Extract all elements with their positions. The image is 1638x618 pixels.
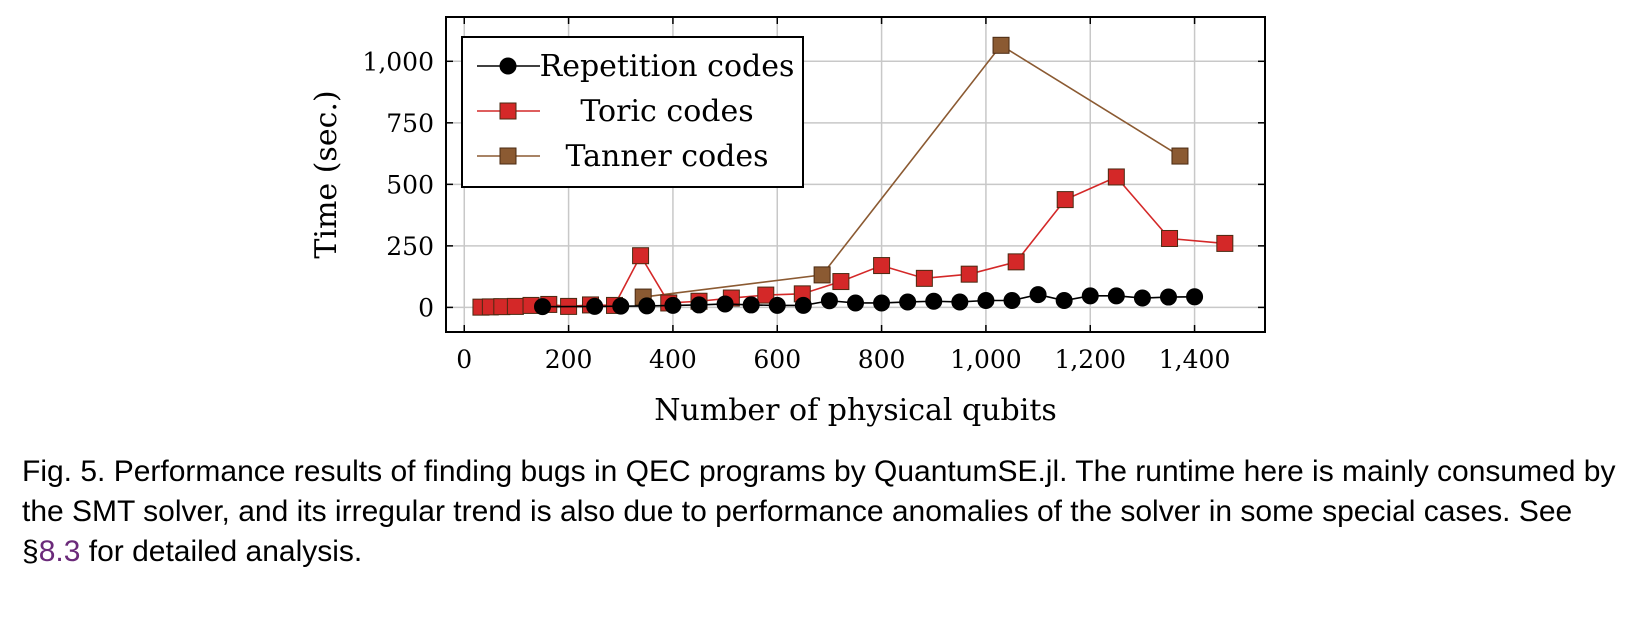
data-point (832, 273, 850, 291)
y-tick-label: 500 (386, 170, 434, 199)
data-point (873, 257, 891, 275)
axis-ticks (446, 17, 1265, 332)
y-tick-label: 250 (386, 232, 434, 261)
data-point (586, 297, 604, 315)
data-point (1081, 287, 1099, 305)
caption-text-end: for detailed analysis. (80, 535, 363, 568)
y-axis-title: Time (sec.) (309, 90, 344, 258)
x-tick-label: 1,400 (1159, 345, 1231, 374)
legend-box (461, 36, 804, 188)
x-tick-label: 400 (649, 345, 697, 374)
series-layer (472, 36, 1234, 316)
data-point (820, 292, 838, 310)
series-tanner-codes (634, 36, 1189, 306)
tick-labels: 0 200 400 600 800 1,000 1,200 1,400 0 250 500 750 1,… (362, 47, 1230, 374)
caption-text: Fig. 5. Performance results of finding b… (22, 455, 1616, 568)
data-point (534, 298, 552, 316)
y-tick-label: 750 (386, 109, 434, 138)
data-point (638, 297, 656, 315)
data-point (1159, 288, 1177, 306)
data-point (794, 296, 812, 314)
data-point (690, 296, 708, 314)
data-point (612, 297, 630, 315)
data-point (1003, 292, 1021, 309)
plot-frame (445, 16, 1266, 333)
legend-marker (499, 102, 517, 120)
legend-label: Toric codes (580, 94, 753, 129)
data-point (1216, 234, 1234, 252)
x-tick-label: 1,000 (950, 345, 1022, 374)
data-point (873, 294, 891, 312)
legend-marker (499, 147, 517, 165)
data-point (925, 292, 943, 310)
data-point (960, 265, 978, 283)
series-line (480, 175, 1225, 308)
legend: Repetition codes Toric codes Tanner codes (461, 36, 804, 188)
data-point (1007, 253, 1025, 271)
data-point (1171, 147, 1189, 165)
data-point (768, 296, 786, 314)
data-point (813, 266, 831, 284)
figure-caption: Fig. 5. Performance results of finding b… (22, 452, 1622, 572)
legend-label: Repetition codes (540, 49, 795, 84)
x-axis-title: Number of physical qubits (654, 393, 1057, 428)
section-reference-link[interactable]: 8.3 (38, 535, 81, 568)
data-point (977, 292, 995, 309)
data-point (742, 296, 760, 314)
series-line (643, 44, 1181, 298)
x-tick-label: 0 (456, 345, 472, 374)
series-repetition-codes (534, 286, 1204, 316)
legend-marker (499, 57, 517, 75)
y-tick-label: 0 (418, 293, 434, 322)
data-point (1056, 191, 1074, 209)
x-tick-label: 800 (858, 345, 906, 374)
legend-label: Tanner codes (565, 139, 768, 174)
data-point (1161, 229, 1179, 247)
data-point (632, 247, 650, 265)
data-point (1107, 287, 1125, 305)
data-point (506, 297, 524, 315)
data-point (716, 295, 734, 313)
data-point (664, 296, 682, 314)
y-tick-label: 1,000 (362, 47, 434, 76)
x-tick-label: 600 (753, 345, 801, 374)
x-tick-label: 1,200 (1054, 345, 1126, 374)
data-point (847, 294, 864, 312)
data-point (1055, 292, 1073, 309)
data-point (899, 293, 917, 311)
chart: 0 200 400 600 800 1,000 1,200 1,400 0 250 500 750 1,… (309, 16, 1266, 428)
data-point (757, 286, 775, 304)
data-point (1107, 168, 1125, 186)
data-point (1133, 289, 1151, 307)
data-point (1029, 286, 1047, 304)
data-point (951, 293, 969, 311)
data-point (915, 269, 933, 287)
data-point (992, 36, 1010, 54)
x-tick-label: 200 (545, 345, 593, 374)
data-point (1186, 288, 1204, 306)
